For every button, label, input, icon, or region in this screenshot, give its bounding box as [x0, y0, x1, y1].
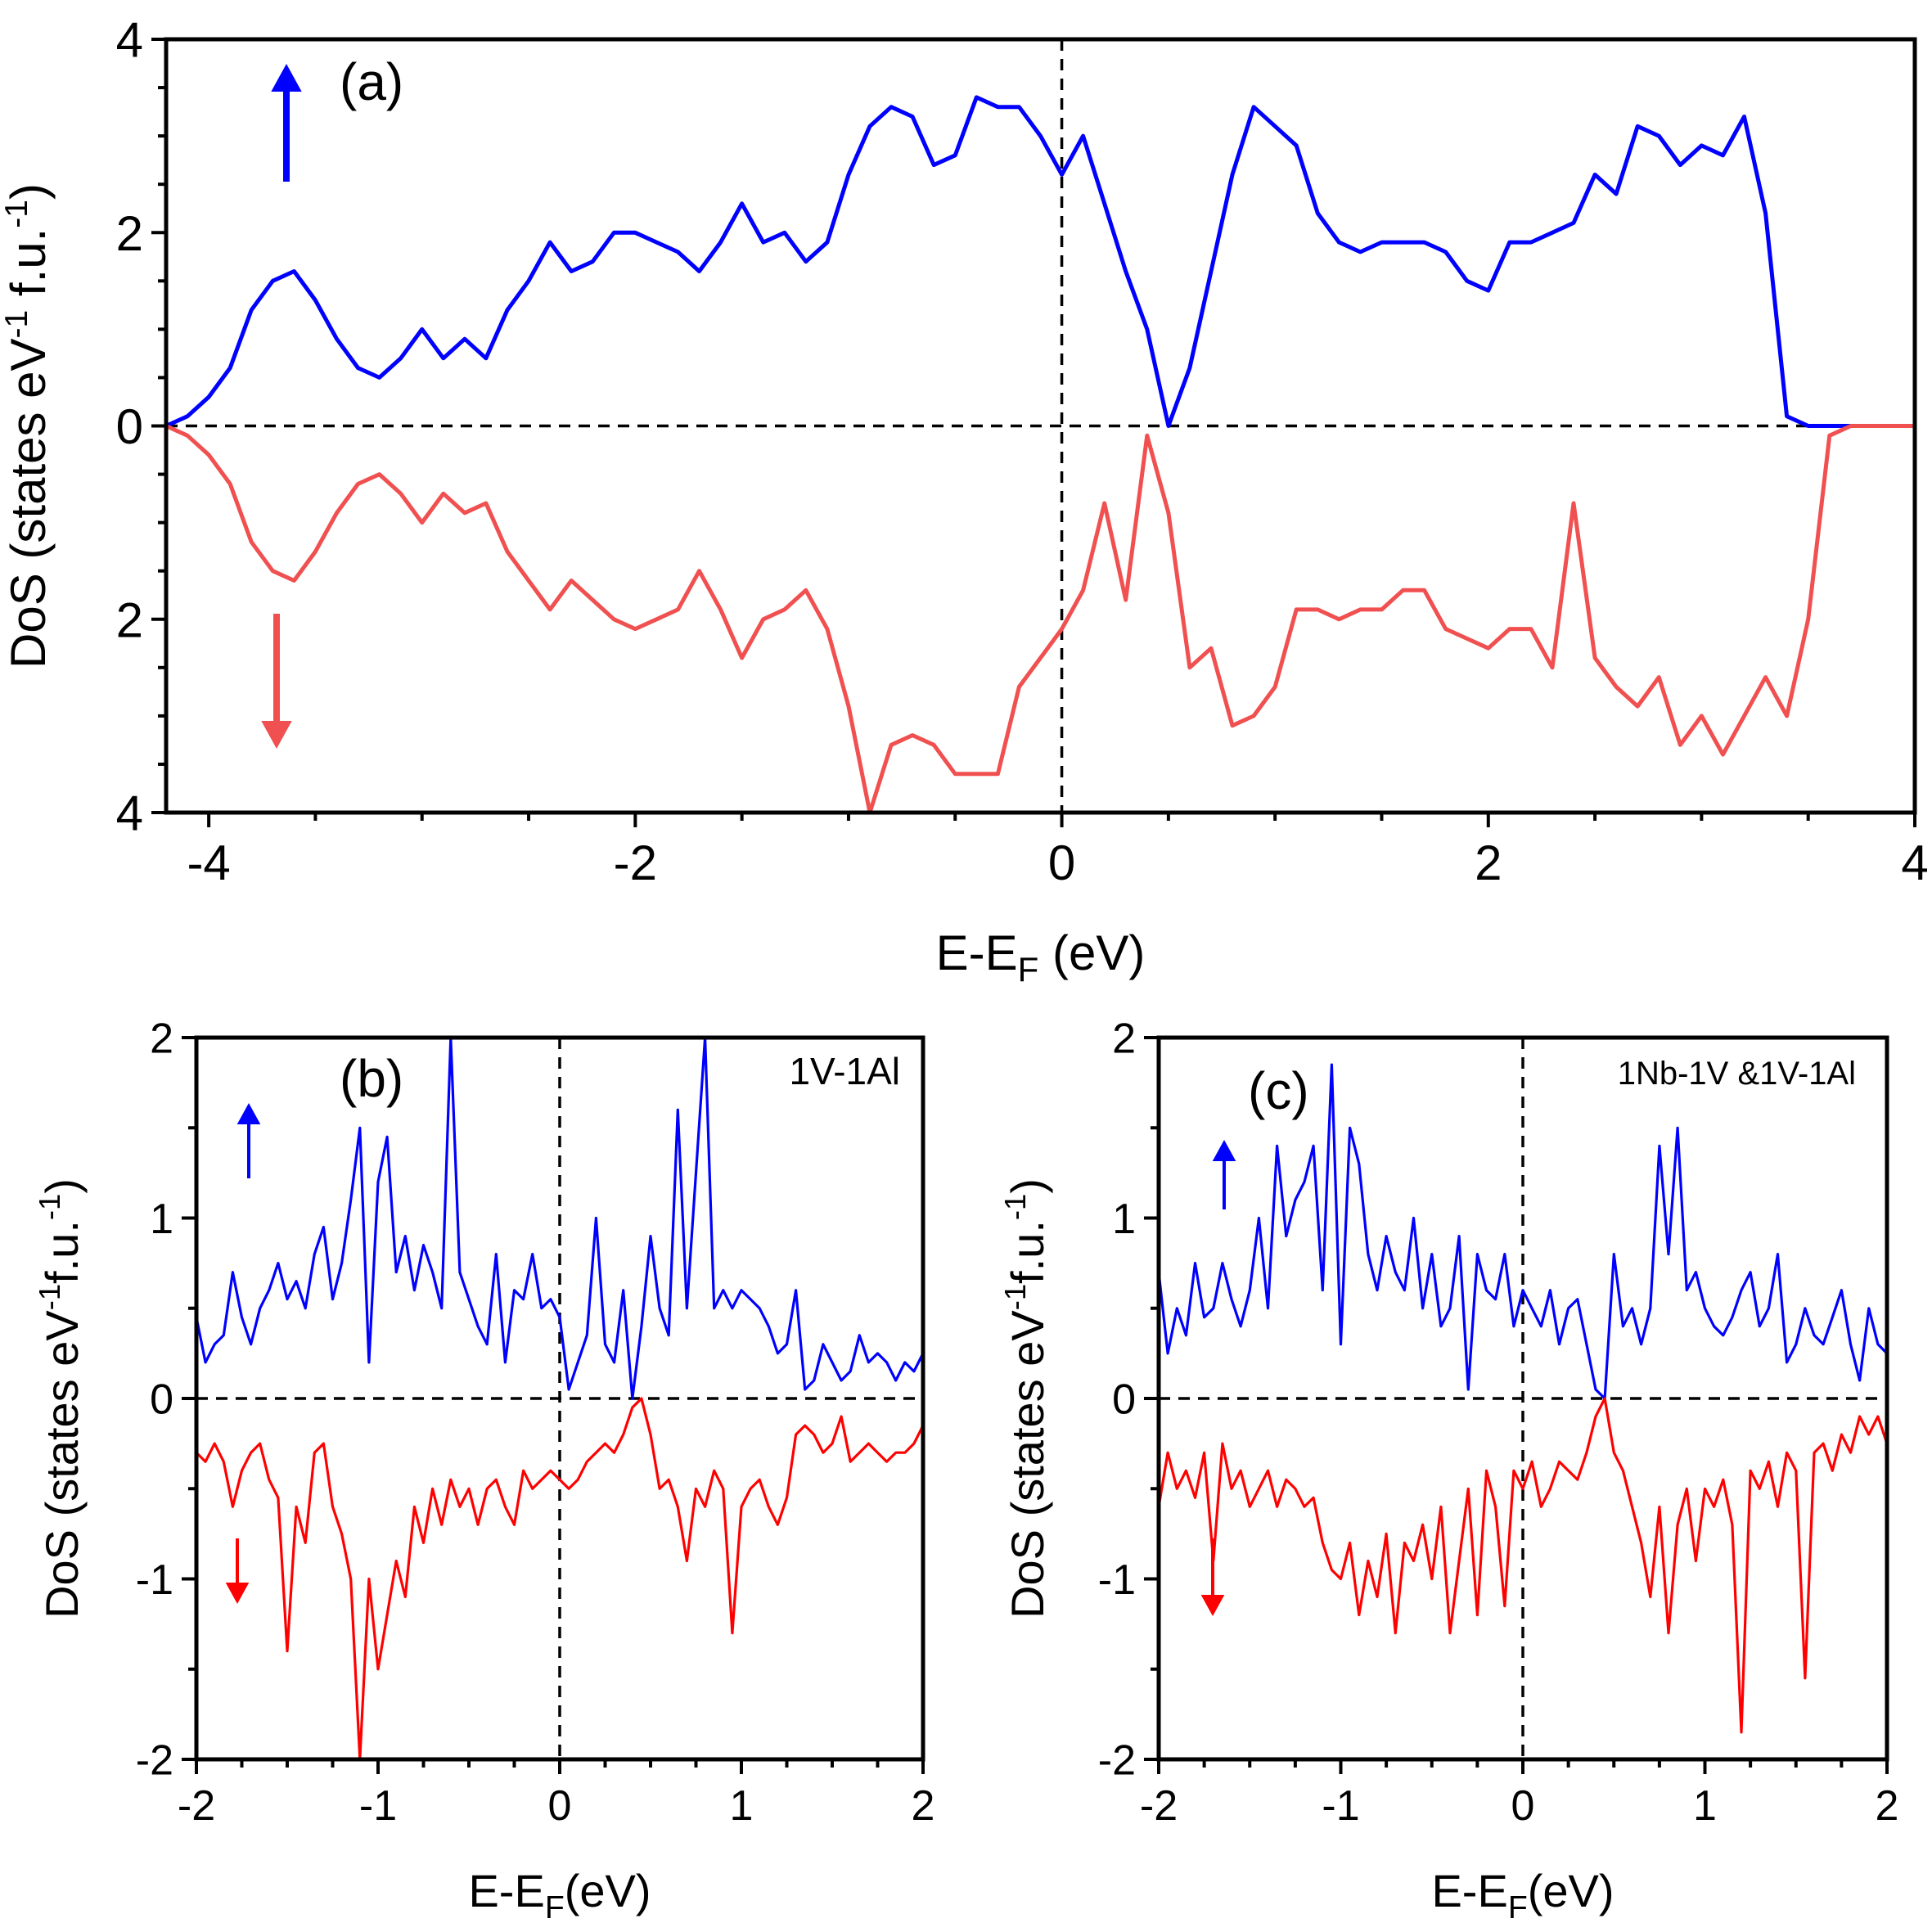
series-line-spin-down [196, 1397, 923, 1759]
y-axis-title: DoS (states eV-1f.u.-1) [33, 1178, 88, 1619]
series-line-spin-up [166, 95, 1915, 428]
y-axis-title-unit: f.u. [1002, 1220, 1053, 1284]
spin-down-arrow-head-icon [261, 721, 292, 749]
spin-down-arrow-head-icon [225, 1583, 250, 1604]
series-line-spin-down [166, 424, 1915, 813]
spin-up-arrow-head-icon [236, 1103, 261, 1124]
y-axis-title-superscript: -1 [998, 1194, 1032, 1220]
series-line-spin-up [196, 1038, 923, 1400]
x-tick-label: -2 [1140, 1782, 1178, 1830]
x-tick-label: 1 [1693, 1782, 1717, 1830]
y-axis-title-superscript: -1 [998, 1284, 1032, 1310]
y-axis-title-superscript: -1 [0, 200, 34, 228]
x-axis-title-main: E-E [1431, 1865, 1507, 1916]
y-tick-label: -2 [136, 1737, 173, 1785]
y-axis-title-superscript: -1 [33, 1284, 66, 1310]
x-tick-label: -2 [614, 835, 657, 890]
panel-tag: (a) [340, 52, 403, 111]
y-axis-title-unit: f.u. [36, 1220, 88, 1284]
x-tick-label: -1 [1322, 1782, 1359, 1830]
x-axis-title-subscript: F [1018, 950, 1039, 989]
y-axis-title: DoS (states eV-1 f.u.-1) [0, 183, 56, 669]
y-tick-label: 2 [1112, 1016, 1136, 1063]
x-axis-title-unit: (eV) [565, 1865, 651, 1916]
spin-up-arrow-head-icon [271, 64, 302, 92]
y-axis-title-end: ) [1002, 1178, 1053, 1194]
x-axis-title: E-EF (eV) [936, 925, 1146, 989]
y-tick-label: 2 [116, 206, 143, 261]
y-tick-label: 0 [116, 399, 143, 454]
x-axis-title-unit: (eV) [1528, 1865, 1615, 1916]
y-axis-title-unit: f.u. [1, 228, 56, 310]
y-tick-label: 2 [116, 592, 143, 647]
x-tick-label: -2 [178, 1782, 215, 1830]
y-tick-label: 0 [150, 1376, 173, 1424]
x-tick-label: 2 [1876, 1782, 1899, 1830]
x-tick-label: 0 [548, 1782, 572, 1830]
x-tick-label: 4 [1901, 835, 1928, 890]
y-axis-title-main: DoS (states eV [1, 338, 56, 669]
y-tick-label: 4 [116, 786, 143, 841]
x-tick-label: 0 [1048, 835, 1075, 890]
y-tick-label: 4 [116, 13, 143, 68]
x-tick-label: 0 [1511, 1782, 1535, 1830]
panel-tag: (c) [1248, 1061, 1309, 1120]
y-tick-label: -2 [1098, 1737, 1136, 1785]
spin-down-arrow-head-icon [1200, 1595, 1225, 1616]
x-axis-title-subscript: F [545, 1890, 565, 1925]
y-tick-label: -1 [136, 1556, 173, 1604]
y-tick-label: 2 [150, 1016, 173, 1063]
x-axis-title: E-EF(eV) [1431, 1865, 1614, 1925]
x-tick-label: 1 [730, 1782, 754, 1830]
y-axis-title-superscript: -1 [0, 310, 34, 339]
y-tick-label: 1 [150, 1196, 173, 1243]
panel-label: 1Nb-1V &1V-1Al [1618, 1056, 1856, 1092]
x-axis-title-main: E-E [936, 925, 1018, 980]
panel-tag: (b) [340, 1049, 403, 1108]
x-axis-title-main: E-E [468, 1865, 544, 1916]
y-axis-title-end: ) [36, 1178, 88, 1194]
spin-up-arrow-head-icon [1212, 1140, 1236, 1161]
y-axis-title-superscript: -1 [33, 1194, 66, 1220]
x-tick-label: 2 [912, 1782, 935, 1830]
y-tick-label: 0 [1112, 1376, 1136, 1424]
x-axis-title-subscript: F [1508, 1890, 1528, 1925]
y-axis-title: DoS (states eV-1f.u.-1) [998, 1178, 1053, 1619]
series-line-spin-up [1159, 1063, 1887, 1400]
y-tick-label: -1 [1098, 1556, 1136, 1604]
series-line-spin-down [1159, 1397, 1887, 1734]
x-tick-label: -4 [187, 835, 230, 890]
y-axis-title-end: ) [1, 183, 56, 200]
panel-label: 1V-1Al [789, 1050, 900, 1092]
x-axis-title: E-EF(eV) [468, 1865, 651, 1925]
y-axis-title-main: DoS (states eV [1002, 1310, 1053, 1619]
x-tick-label: 2 [1475, 835, 1502, 890]
x-axis-title-unit: (eV) [1038, 925, 1145, 980]
y-tick-label: 1 [1112, 1196, 1136, 1243]
x-tick-label: -1 [359, 1782, 397, 1830]
y-axis-title-main: DoS (states eV [36, 1310, 88, 1619]
